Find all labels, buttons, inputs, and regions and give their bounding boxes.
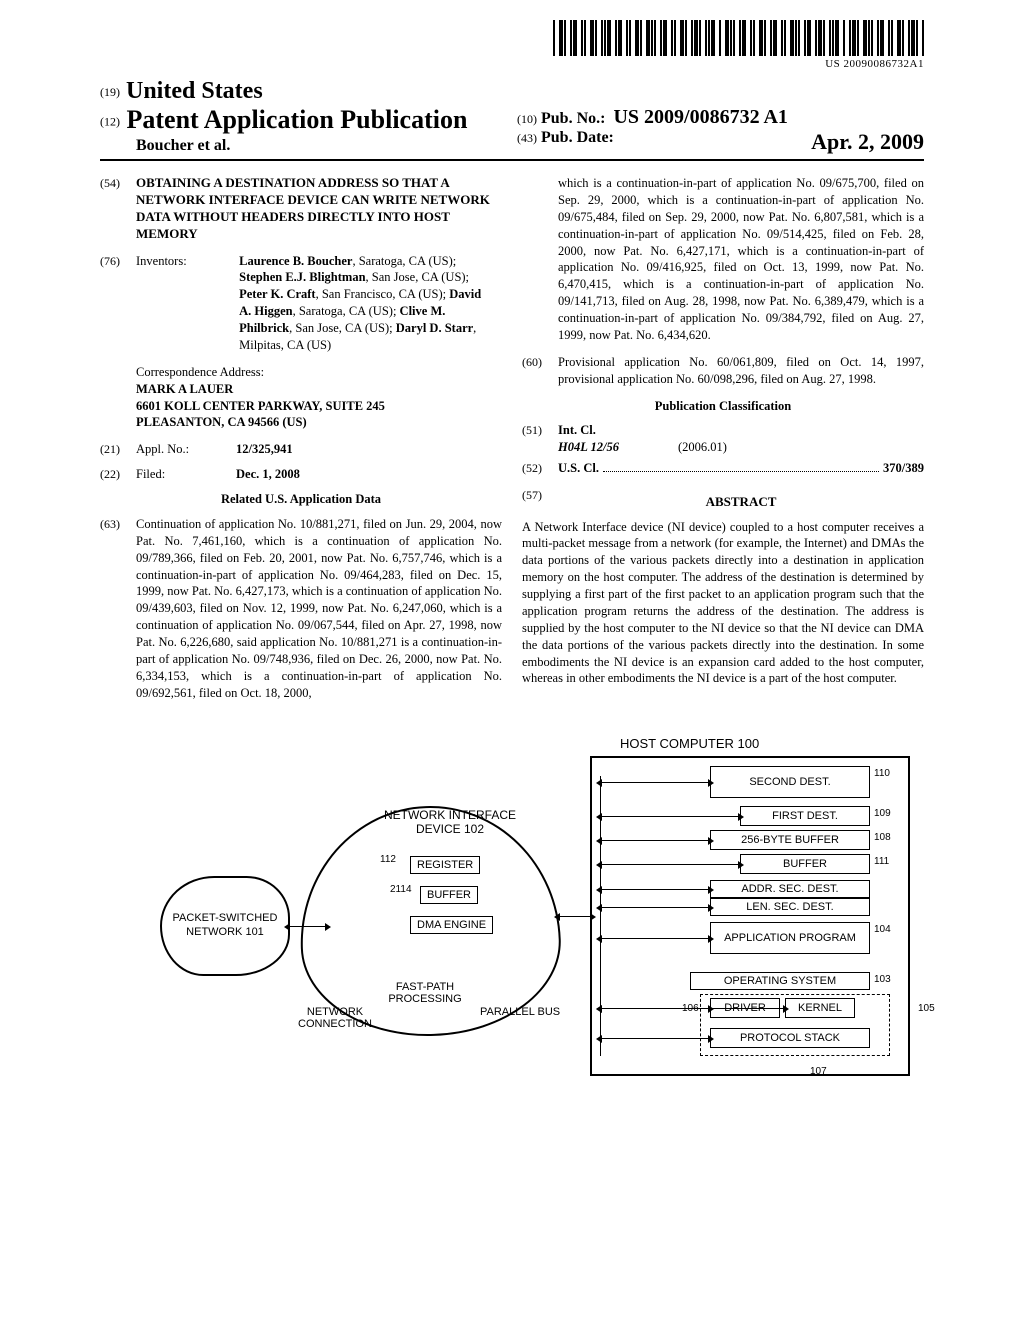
ref-107: 107 (810, 1066, 827, 1077)
ref-106: 106 (682, 1003, 699, 1014)
code-43: (43) (517, 131, 537, 145)
ni-inner-box: BUFFER (420, 886, 478, 904)
arrow (602, 1038, 708, 1039)
top-bar: US 20090086732A1 (100, 20, 924, 70)
header: (19) United States (12) Patent Applicati… (100, 78, 924, 161)
code-19: (19) (100, 85, 120, 99)
corr-line-1: 6601 KOLL CENTER PARKWAY, SUITE 245 (136, 398, 502, 415)
arrow (602, 889, 708, 890)
pubclass-head: Publication Classification (522, 398, 924, 415)
ref-num: 110 (874, 768, 890, 779)
applno-value: 12/325,941 (236, 441, 293, 458)
body-columns: (54) OBTAINING A DESTINATION ADDRESS SO … (100, 175, 924, 712)
authors: Boucher et al. (100, 137, 507, 155)
figure-title: HOST COMPUTER 100 (620, 736, 759, 751)
dotted-leader (603, 471, 879, 472)
network-cloud: PACKET-SWITCHED NETWORK 101 (160, 876, 290, 976)
invention-title: OBTAINING A DESTINATION ADDRESS SO THAT … (136, 175, 502, 243)
code-63: (63) (100, 516, 136, 702)
arrow (602, 782, 708, 783)
related-head: Related U.S. Application Data (100, 491, 502, 508)
label-netconn: NETWORK CONNECTION (280, 1006, 390, 1030)
doc-type: Patent Application Publication (127, 105, 468, 134)
right-column: which is a continuation-in-part of appli… (522, 175, 924, 712)
ref-num: 103 (874, 974, 891, 985)
abstract-head: ABSTRACT (558, 493, 924, 511)
label-parbus: PARALLEL BUS (480, 1006, 560, 1018)
ref-num: 104 (874, 924, 891, 935)
arrow (602, 864, 738, 865)
code-10: (10) (517, 112, 537, 126)
host-inner-box: SECOND DEST. (710, 766, 870, 798)
related-text: Continuation of application No. 10/881,2… (136, 516, 502, 702)
ni-inner-box: REGISTER (410, 856, 480, 874)
arrow (602, 907, 708, 908)
figure: HOST COMPUTER 100 SECOND DEST. 110 FIRST D… (100, 736, 924, 1106)
pubdate: Apr. 2, 2009 (811, 129, 924, 155)
intcl-class: H04L 12/56 (558, 439, 678, 456)
arrow-cloud-ni (290, 926, 325, 927)
arrow-ni-host (560, 916, 590, 917)
os-group-box (700, 994, 890, 1056)
pubdate-label: Pub. Date: (541, 129, 614, 146)
inventors-names: Laurence B. Boucher, Saratoga, CA (US); … (239, 253, 495, 354)
code-57: (57) (522, 487, 558, 517)
applno-label: Appl. No.: (136, 441, 236, 458)
filed-value: Dec. 1, 2008 (236, 466, 300, 483)
intcl-label: Int. Cl. (558, 422, 924, 439)
ref-num: 2114 (390, 884, 412, 895)
pubno: US 2009/0086732 A1 (613, 106, 787, 128)
uscl-label: U.S. Cl. (558, 460, 599, 477)
ref-num: 109 (874, 808, 891, 819)
uscl-value: 370/389 (883, 460, 924, 477)
code-54: (54) (100, 175, 136, 243)
ref-105: 105 (918, 1003, 935, 1014)
corr-line-2: PLEASANTON, CA 94566 (US) (136, 414, 502, 431)
host-inner-box: APPLICATION PROGRAM (710, 922, 870, 954)
intcl-version: (2006.01) (678, 439, 727, 456)
cloud-label: PACKET-SWITCHED NETWORK 101 (170, 912, 280, 938)
arrow (602, 938, 708, 939)
corr-line-0: MARK A LAUER (136, 381, 502, 398)
left-column: (54) OBTAINING A DESTINATION ADDRESS SO … (100, 175, 502, 712)
label-fastpath: FAST-PATH PROCESSING (370, 981, 480, 1005)
host-inner-box: ADDR. SEC. DEST. (710, 880, 870, 898)
arrow (602, 840, 708, 841)
country: United States (126, 78, 263, 104)
abstract-text: A Network Interface device (NI device) c… (522, 519, 924, 688)
inventors-label: Inventors: (136, 253, 236, 270)
filed-label: Filed: (136, 466, 236, 483)
code-21: (21) (100, 441, 136, 458)
code-51: (51) (522, 422, 558, 456)
correspondence: Correspondence Address: MARK A LAUER 660… (136, 364, 502, 432)
related-cont: which is a continuation-in-part of appli… (558, 175, 924, 344)
host-inner-box: 256-BYTE BUFFER (710, 830, 870, 850)
host-inner-box: LEN. SEC. DEST. (710, 898, 870, 916)
ni-inner-box: DMA ENGINE (410, 916, 493, 934)
code-76: (76) (100, 253, 136, 354)
arrow (602, 816, 738, 817)
provisional-text: Provisional application No. 60/061,809, … (558, 354, 924, 388)
host-inner-box: OPERATING SYSTEM (690, 972, 870, 990)
corr-label: Correspondence Address: (136, 364, 502, 381)
host-inner-box: BUFFER (740, 854, 870, 874)
barcode (553, 20, 924, 56)
pubno-label: Pub. No.: (541, 110, 605, 127)
code-52: (52) (522, 460, 558, 477)
ref-num: 108 (874, 832, 891, 843)
ni-title: NETWORK INTERFACE DEVICE 102 (380, 808, 520, 836)
host-bus-line (600, 776, 601, 1056)
ref-num: 112 (380, 854, 396, 865)
host-inner-box: FIRST DEST. (740, 806, 870, 826)
code-60: (60) (522, 354, 558, 388)
code-22: (22) (100, 466, 136, 483)
publication-code-small: US 20090086732A1 (825, 58, 924, 70)
code-12: (12) (100, 115, 120, 129)
ref-num: 111 (874, 856, 889, 867)
